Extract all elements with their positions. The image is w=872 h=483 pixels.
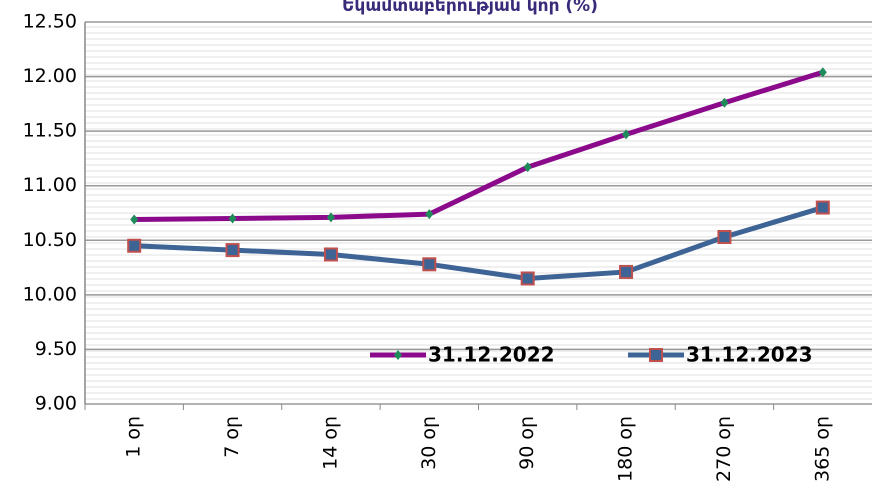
- point: [720, 97, 729, 108]
- y-tick-label: 11.00: [23, 174, 77, 196]
- point: [228, 213, 237, 224]
- point: [323, 247, 338, 262]
- point: [127, 238, 142, 253]
- point: [818, 67, 827, 78]
- x-tick-label: 30 օր: [418, 416, 440, 470]
- point: [326, 212, 335, 223]
- legend-label: 31.12.2022: [428, 343, 555, 367]
- point: [130, 214, 139, 225]
- point: [520, 271, 535, 286]
- point: [717, 230, 732, 245]
- y-tick-label: 10.00: [23, 283, 77, 305]
- point: [619, 264, 634, 279]
- point: [649, 348, 663, 362]
- y-tick-label: 12.50: [23, 11, 77, 33]
- point: [422, 257, 437, 272]
- y-tick-label: 9.50: [35, 338, 77, 360]
- x-tick-label: 14 օր: [319, 416, 341, 470]
- point: [394, 350, 402, 360]
- x-tick-label: 7 օր: [221, 416, 243, 458]
- y-tick-label: 12.00: [23, 65, 77, 87]
- x-tick-label: 1 օր: [123, 416, 145, 458]
- series-line: [134, 69, 824, 223]
- point: [425, 209, 434, 220]
- y-tick-label: 9.00: [35, 393, 77, 415]
- x-tick-label: 90 օր: [516, 416, 538, 470]
- point: [622, 129, 631, 140]
- x-tick-label: 270 օր: [713, 416, 735, 482]
- chart-title: Եկամտաբերության կոր (%): [342, 0, 598, 16]
- series-line: [134, 205, 824, 281]
- plot-background: [85, 22, 872, 404]
- point: [815, 200, 830, 215]
- y-tick-label: 10.50: [23, 229, 77, 251]
- legend-label: 31.12.2023: [686, 343, 813, 367]
- point: [523, 162, 532, 173]
- x-tick-label: 180 օր: [615, 416, 637, 482]
- x-tick-label: 365 օր: [811, 416, 833, 482]
- y-tick-label: 11.50: [23, 120, 77, 142]
- point: [225, 243, 240, 258]
